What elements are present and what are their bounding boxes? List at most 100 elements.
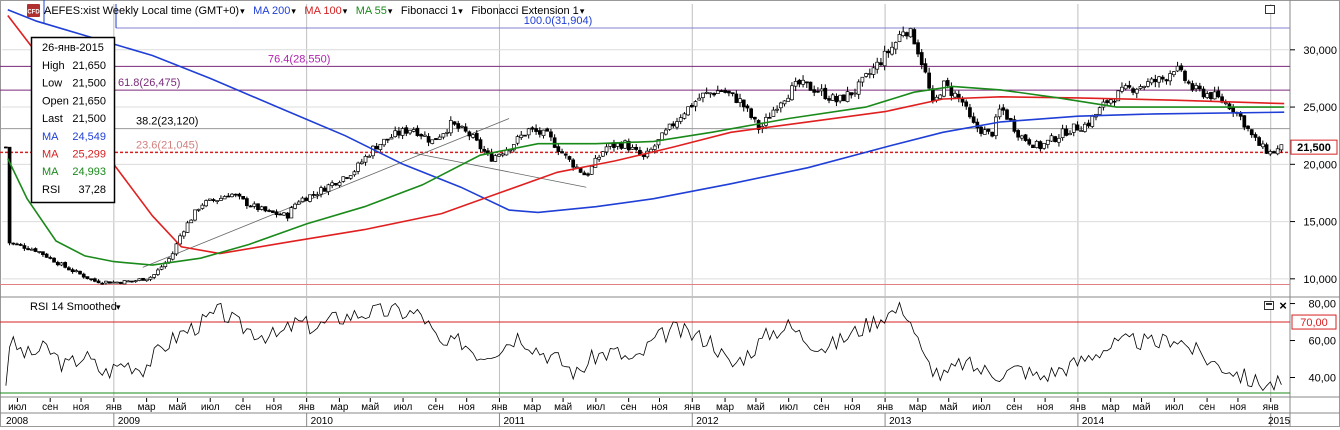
candle-body [252, 203, 257, 207]
month-tick-label: янв [491, 402, 507, 413]
candle-body [245, 198, 249, 207]
month-tick-label: июл [779, 402, 798, 413]
candle-body [1175, 65, 1180, 72]
candle-body [274, 211, 279, 216]
candle-body [923, 63, 928, 73]
candle-body [593, 157, 598, 168]
header-item-5[interactable]: Fibonacci Extension 1 [471, 5, 579, 17]
rsi-level-label: 70,00 [1300, 317, 1328, 329]
rsi-title: RSI 14 Smoothed [30, 301, 117, 313]
chevron-down-icon: ▾ [458, 6, 463, 16]
fibonacci-level-label: 100.0(31,904) [524, 15, 593, 27]
candle-body [905, 32, 909, 37]
header-item-0[interactable]: AEFES:xist Weekly Local time (GMT+0) [44, 5, 239, 17]
candle-body [615, 143, 620, 147]
candle-body [1134, 88, 1139, 94]
candle-body [226, 195, 231, 198]
candle-body [979, 126, 983, 134]
month-tick-label: ноя [266, 402, 283, 413]
candle-body [882, 50, 887, 67]
candle-body [1131, 88, 1135, 93]
header-item-2[interactable]: MA 100 [304, 5, 341, 17]
candle-body [219, 197, 223, 201]
candle-body [693, 101, 698, 107]
header-item-3[interactable]: MA 55 [356, 5, 387, 17]
month-tick-label: июл [587, 402, 606, 413]
info-panel-value: 37,28 [78, 184, 106, 196]
month-tick-label: ноя [1230, 402, 1247, 413]
candle-body [319, 187, 323, 195]
candle-body [864, 73, 868, 77]
candle-body [678, 117, 683, 122]
candle-body [474, 133, 479, 141]
candle-body [886, 50, 891, 54]
month-tick-label: май [747, 402, 765, 413]
month-tick-label: ноя [458, 402, 475, 413]
rsi-tick-label: 40,00 [1308, 373, 1336, 385]
candle-body [437, 136, 442, 140]
rsi-panel-close-icon[interactable]: × [1278, 298, 1288, 313]
month-tick-label: янв [106, 402, 122, 413]
candle-body [322, 187, 327, 192]
candle-body [586, 173, 590, 176]
chevron-down-icon: ▾ [388, 6, 393, 16]
candle-body [70, 269, 75, 273]
candle-body [1105, 100, 1109, 103]
candle-body [1008, 118, 1013, 121]
candle-body [1279, 144, 1284, 151]
month-tick-label: янв [1070, 402, 1086, 413]
candle-body [315, 194, 320, 197]
price-axis: 10,000 15,000 20,000 25,000 30,000 [1290, 45, 1337, 286]
candle-body [1261, 143, 1265, 148]
header-item-4[interactable]: Fibonacci 1 [401, 5, 457, 17]
candle-body [1097, 107, 1102, 115]
candle-body [460, 125, 464, 128]
fibonacci-level-label: 38.2(23,120) [136, 116, 198, 128]
candle-body [178, 235, 182, 245]
candle-body [170, 253, 175, 260]
month-tick-label: сен [428, 402, 444, 413]
candle-body [1201, 88, 1206, 98]
info-panel-label: RSI [42, 184, 60, 196]
candle-body [1049, 135, 1054, 142]
candle-body [801, 79, 805, 85]
candle-body [608, 143, 613, 147]
price-tick-label: 30,000 [1303, 45, 1337, 57]
candle-body [975, 121, 980, 129]
main-panel-maximize-icon[interactable] [1265, 5, 1275, 14]
year-tick-label: 2008 [6, 416, 29, 427]
month-tick-label: янв [299, 402, 315, 413]
candle-body [356, 162, 360, 172]
candle-body [497, 153, 501, 157]
candle-body [1034, 141, 1039, 148]
rsi-tick-label: 60,00 [1308, 336, 1336, 348]
month-tick-label: мар [1102, 402, 1120, 413]
candle-body [441, 133, 446, 138]
candle-body [397, 130, 401, 136]
month-tick-label: сен [1006, 402, 1022, 413]
rsi-level-box [1291, 314, 1337, 330]
rsi-panel-maximize-icon[interactable] [1264, 301, 1274, 310]
candle-body [1042, 143, 1046, 149]
candle-body [519, 134, 524, 138]
candle-body [1153, 78, 1158, 83]
candle-body [248, 205, 253, 208]
month-tick-label: сен [621, 402, 637, 413]
candle-body [26, 248, 30, 251]
candle-body [834, 96, 839, 103]
candle-body [1186, 81, 1191, 84]
candle-body [126, 280, 131, 283]
candle-body [689, 104, 694, 108]
candle-body [233, 193, 238, 196]
candle-body [118, 281, 123, 284]
candle-body [964, 101, 969, 107]
candle-body [738, 98, 742, 103]
rsi-line [5, 301, 1282, 392]
candle-body [667, 123, 672, 130]
candle-body [708, 92, 713, 95]
fibonacci-level-label: 23.6(21,045) [136, 139, 198, 151]
header-item-1[interactable]: MA 200 [253, 5, 290, 17]
month-tick-label: май [361, 402, 379, 413]
candle-body [842, 94, 846, 102]
